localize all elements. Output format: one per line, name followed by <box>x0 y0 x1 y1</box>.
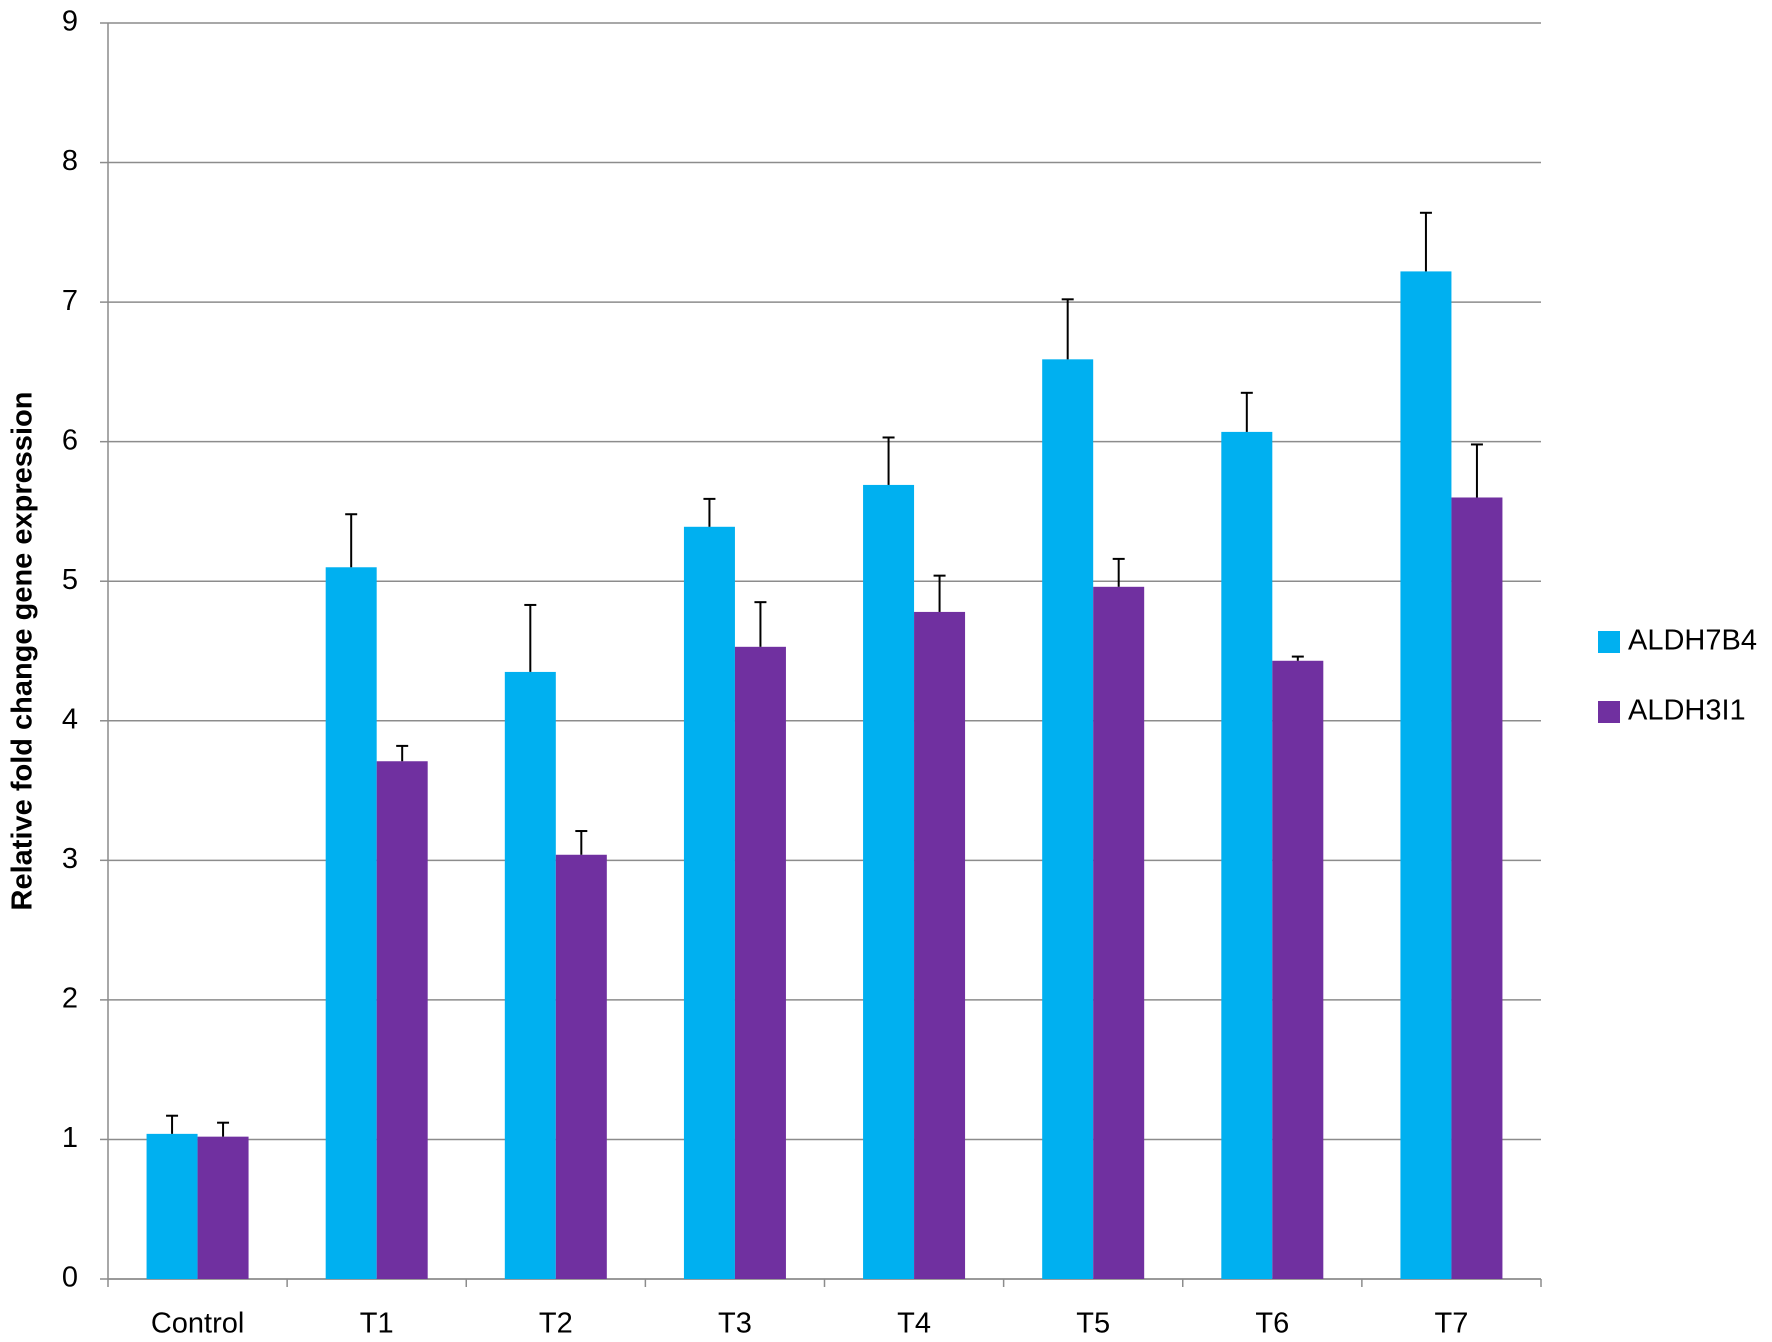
legend-label: ALDH3I1 <box>1628 695 1746 727</box>
bar <box>1400 271 1452 1279</box>
bar <box>504 671 556 1279</box>
bar <box>863 484 915 1279</box>
bar <box>197 1136 249 1279</box>
error-bar <box>1240 391 1253 432</box>
y-tick-label: 9 <box>62 6 78 38</box>
y-tick-label: 6 <box>62 424 78 456</box>
y-tick-label: 0 <box>62 1262 78 1294</box>
y-axis-label: Relative fold change gene expression <box>7 392 39 911</box>
y-tick-label: 4 <box>62 703 78 735</box>
legend-swatch <box>1598 701 1620 723</box>
x-tick-label: T3 <box>718 1308 752 1340</box>
y-tick-label: 2 <box>62 983 78 1015</box>
error-bar <box>1470 443 1483 498</box>
legend-label: ALDH7B4 <box>1628 625 1757 657</box>
y-tick-label: 5 <box>62 564 78 596</box>
bar <box>1042 359 1094 1280</box>
bar <box>1272 660 1324 1279</box>
error-bar <box>166 1114 179 1134</box>
error-bar <box>1419 211 1432 272</box>
error-bar <box>1061 298 1074 360</box>
error-bar <box>933 574 946 612</box>
y-tick-label: 7 <box>62 285 78 317</box>
bar <box>1221 431 1273 1279</box>
bar <box>734 646 786 1279</box>
x-tick-label: Control <box>151 1308 245 1340</box>
bar <box>376 761 428 1279</box>
y-tick-label: 1 <box>62 1122 78 1154</box>
bar <box>1093 586 1145 1279</box>
legend-swatch <box>1598 631 1620 653</box>
error-bar <box>575 830 588 855</box>
error-bar <box>754 601 767 647</box>
x-tick-label: T7 <box>1435 1308 1469 1340</box>
bar <box>325 567 377 1279</box>
bar <box>555 854 607 1279</box>
bar <box>146 1133 198 1279</box>
error-bar <box>703 497 716 527</box>
x-tick-label: T5 <box>1076 1308 1110 1340</box>
x-tick-label: T6 <box>1255 1308 1289 1340</box>
x-tick-label: T2 <box>539 1308 573 1340</box>
bar <box>914 611 966 1279</box>
error-bar <box>217 1121 230 1137</box>
bar <box>1451 497 1503 1279</box>
x-tick-label: T4 <box>897 1308 931 1340</box>
error-bar <box>882 436 895 485</box>
bar <box>683 526 735 1279</box>
error-bar <box>524 603 537 672</box>
y-tick-label: 8 <box>62 145 78 177</box>
error-bar <box>1112 557 1125 587</box>
y-tick-label: 3 <box>62 843 78 875</box>
error-bar <box>396 744 409 762</box>
error-bar <box>345 513 358 568</box>
error-bar <box>1291 655 1304 661</box>
x-tick-label: T1 <box>360 1308 394 1340</box>
